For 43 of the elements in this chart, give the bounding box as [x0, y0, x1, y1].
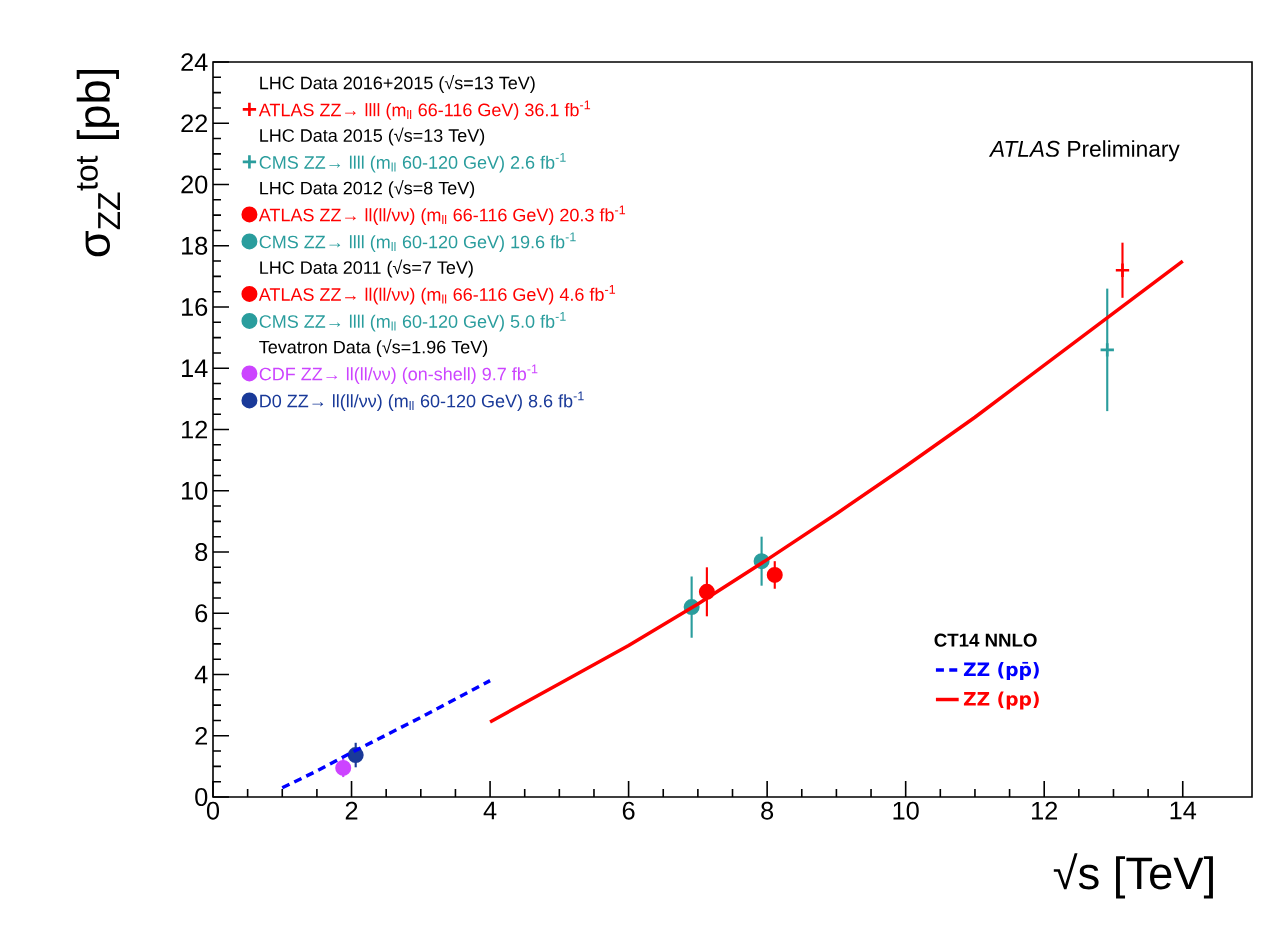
x-axis-title: √s [TeV] [1053, 853, 1213, 899]
y-tick-label: 14 [182, 359, 208, 377]
x-tick-label: 8 [761, 801, 774, 820]
legend-label: ATLAS ZZ→ ll(ll/νν) (m$_{ll}$ 66-116 GeV) 20.3 fb$^{-1}$ [258, 205, 626, 225]
x-tick-label: 14 [1170, 801, 1197, 820]
legend-label: CMS ZZ→ llll (m$_{ll}$ 60-120 GeV) 5.0 fb$^{-1}$ [259, 312, 566, 332]
line-series [280, 678, 492, 790]
y-tick-label: 2 [195, 726, 208, 745]
y-tick-label: 6 [195, 604, 208, 623]
annotation: LHC Data 2016+2015 (√s=13 TeV) [260, 74, 535, 93]
y-tick-label: 10 [182, 481, 208, 500]
legend-label: CDF ZZ→ ll(ll/νν) (on-shell) 9.7 fb$^{-1}$ [259, 364, 538, 384]
y-tick-label: 20 [181, 175, 208, 194]
annotation: LHC Data 2011 (√s=7 TeV) [260, 259, 473, 278]
y-axis-title: σ$_{ZZ}$$^{tot}$ [pb] [76, 69, 120, 257]
y-tick-label: 8 [195, 543, 208, 561]
y-tick-label: 0 [195, 788, 208, 806]
x-tick-label: 2 [345, 801, 358, 820]
x-tick-label: 12 [1032, 801, 1058, 820]
point [766, 566, 783, 583]
x-tick-label: 4 [483, 801, 497, 820]
legend-label: ATLAS ZZ→ ll(ll/νν) (m$_{ll}$ 66-116 GeV) 4.6 fb$^{-1}$ [258, 285, 616, 305]
y-tick-label: 24 [181, 53, 208, 71]
point [1114, 262, 1131, 279]
y-tick-label: 18 [182, 236, 208, 255]
legend-title: CT14 NNLO [934, 633, 1037, 647]
annotation: ATLAS Preliminary [988, 140, 1180, 162]
legend-label: ATLAS ZZ→ llll (m$_{ll}$ 66-116 GeV) 36.1 fb$^{-1}$ [258, 100, 591, 120]
legend-label: D0 ZZ→ ll(ll/νν) (m$_{ll}$ 60-120 GeV) 8.6 fb$^{-1}$ [260, 391, 584, 411]
annotation: LHC Data 2012 (√s=8 TeV) [260, 180, 475, 198]
y-tick-label: 22 [181, 114, 208, 133]
legend-label: ZZ (pp) [963, 691, 1039, 710]
legend-label: CMS ZZ→ llll (m$_{ll}$ 60-120 GeV) 19.6 fb$^{-1}$ [259, 232, 576, 252]
annotation: LHC Data 2015 (√s=13 TeV) [260, 127, 485, 146]
y-tick-label: 12 [182, 420, 208, 439]
y-tick-label: 16 [182, 298, 208, 316]
y-tick-label: 4 [194, 665, 208, 684]
annotation: Tevatron Data (√s=1.96 TeV) [259, 339, 488, 357]
x-tick-label: 10 [893, 801, 919, 820]
legend-label: CMS ZZ→ llll (m$_{ll}$ 60-120 GeV) 2.6 fb$^{-1}$ [259, 153, 566, 173]
x-tick-label: 6 [622, 801, 635, 820]
point [1099, 341, 1116, 358]
legend-label: ZZ (pp̄) [963, 661, 1039, 680]
